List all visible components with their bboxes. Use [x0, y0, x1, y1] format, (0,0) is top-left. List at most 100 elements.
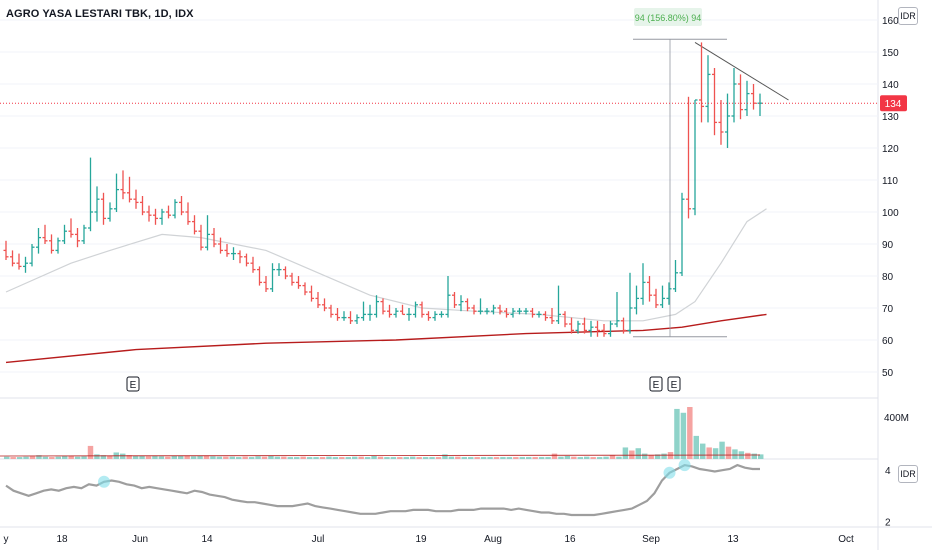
volume-bar [667, 452, 674, 459]
ohlc-bar [237, 250, 243, 264]
time-tick-label: Oct [838, 534, 854, 545]
ohlc-bar [244, 253, 249, 267]
volume-bar [184, 455, 190, 459]
ohlc-bar [374, 295, 379, 318]
currency-badge[interactable]: IDR [898, 7, 918, 25]
ohlc-bar [146, 205, 152, 222]
ohlc-bar [114, 173, 119, 212]
indicator-highlight-dot [663, 466, 676, 479]
volume-bar [609, 455, 616, 459]
ohlc-bar [302, 282, 308, 296]
ohlc-bar [543, 311, 548, 321]
volume-bar [261, 456, 268, 459]
ohlc-bar [621, 317, 626, 334]
ohlc-bar [348, 311, 353, 324]
ohlc-bar [133, 189, 139, 209]
ohlc-bar [101, 192, 106, 225]
ohlc-bar [504, 308, 509, 318]
time-tick-label: Aug [484, 534, 502, 545]
time-tick-label: Jun [132, 534, 148, 545]
price-tick-label: 140 [882, 80, 899, 91]
volume-bar [339, 457, 345, 459]
ohlc-bar [367, 304, 373, 321]
volume-bar [158, 456, 165, 459]
ohlc-bar [283, 266, 288, 280]
volume-bar [487, 457, 493, 459]
ohlc-bar [757, 93, 763, 116]
ohlc-bar [75, 228, 80, 248]
ohlc-bar [198, 224, 204, 251]
ohlc-bar [335, 308, 340, 321]
volume-bar [313, 457, 319, 459]
volume-bar [358, 456, 364, 459]
ohlc-bar [517, 308, 522, 315]
volume-bar [377, 456, 384, 459]
ohlc-bar [29, 244, 35, 267]
volume-bar [126, 455, 132, 459]
ohlc-bar [692, 99, 698, 216]
volume-bar [648, 455, 654, 459]
volume-bar [706, 447, 712, 459]
ohlc-bar [328, 304, 334, 318]
volume-bar [635, 448, 641, 459]
indicator-currency-badge[interactable]: IDR [898, 465, 918, 483]
volume-bar [326, 456, 332, 459]
ohlc-bar [673, 260, 678, 292]
ohlc-bar [549, 308, 555, 324]
price-tick-label: 150 [882, 48, 899, 59]
volume-bar [29, 456, 36, 459]
volume-bar [87, 445, 94, 459]
volume-bar [674, 408, 680, 459]
volume-bar [248, 457, 255, 459]
volume-bar [197, 455, 203, 459]
ohlc-bar [484, 308, 490, 315]
descending-trendline [694, 41, 789, 101]
volume-bar [229, 456, 235, 459]
ohlc-bar [16, 253, 22, 270]
ohlc-bar [601, 324, 607, 337]
current-price-label: 134 [885, 99, 902, 110]
volume-bar [268, 455, 274, 459]
volume-bar [178, 455, 184, 459]
volume-bar [461, 457, 467, 459]
volume-bar [107, 455, 113, 459]
measure-label-box [634, 8, 702, 26]
volume-bar [120, 453, 126, 459]
ohlc-bar [595, 320, 600, 337]
ohlc-bar [140, 196, 145, 216]
earnings-marker-label: E [653, 380, 660, 391]
ohlc-bar [231, 247, 236, 260]
volume-bar [274, 456, 281, 459]
earnings-marker-box [649, 376, 663, 392]
ohlc-bar [81, 224, 87, 244]
ohlc-bar [608, 320, 613, 337]
ohlc-bar [419, 301, 425, 318]
ohlc-bar [322, 298, 327, 312]
ohlc-bar [10, 250, 15, 267]
ohlc-bar [55, 237, 61, 254]
ohlc-bar [510, 308, 516, 318]
volume-bar [455, 456, 461, 459]
current-price-badge [880, 95, 907, 112]
ohlc-bar [315, 292, 321, 308]
price-tick-label: 130 [882, 112, 899, 123]
time-tick-label: 14 [201, 534, 213, 545]
ohlc-bar [341, 311, 347, 321]
volume-bar [429, 457, 435, 459]
volume-bar [152, 455, 158, 459]
volume-bar [506, 457, 513, 459]
ohlc-bar [127, 176, 132, 203]
ohlc-bar [452, 292, 457, 308]
ohlc-bar [68, 218, 74, 238]
ohlc-bar [62, 224, 67, 244]
volume-bar [300, 456, 306, 459]
volume-bar [584, 456, 590, 459]
ohlc-bar [523, 308, 529, 315]
volume-bar [551, 453, 558, 459]
volume-bar [255, 456, 261, 459]
ohlc-bar [465, 298, 470, 312]
volume-bar [319, 457, 326, 459]
ohlc-bar [393, 308, 399, 318]
volume-bar [49, 457, 55, 459]
